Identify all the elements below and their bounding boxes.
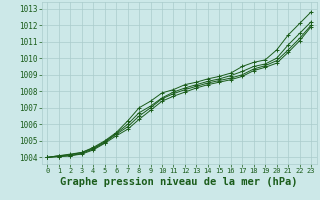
X-axis label: Graphe pression niveau de la mer (hPa): Graphe pression niveau de la mer (hPa) [60, 177, 298, 187]
